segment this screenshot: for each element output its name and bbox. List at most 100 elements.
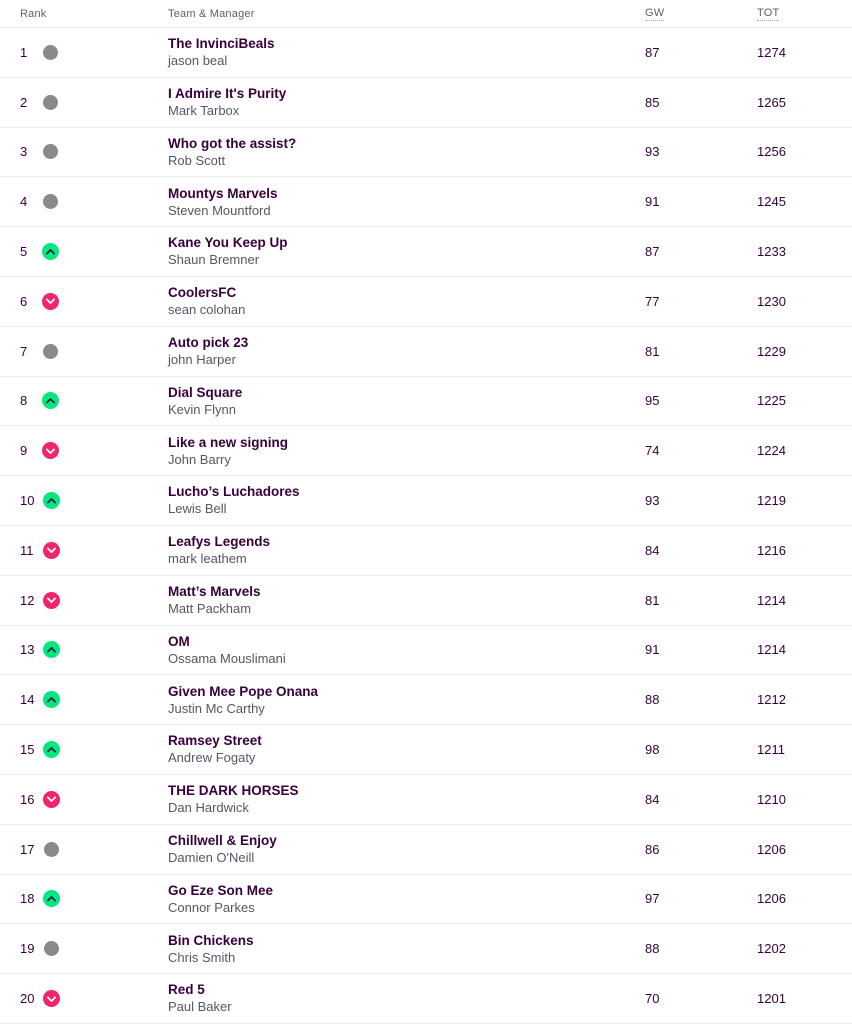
team-cell: Dial Square Kevin Flynn [168, 385, 645, 417]
manager-name: Justin Mc Carthy [168, 700, 265, 716]
team-name[interactable]: OM [168, 633, 190, 649]
total-points: 1201 [757, 991, 786, 1007]
table-row[interactable]: 1 The InvinciBeals jason beal 87 1274 [0, 28, 852, 78]
table-row[interactable]: 5 Kane You Keep Up Shaun Bremner 87 1233 [0, 227, 852, 277]
team-name[interactable]: Matt’s Marvels [168, 584, 261, 600]
team-cell: Who got the assist? Rob Scott [168, 136, 645, 168]
table-row[interactable]: 13 OM Ossama Mouslimani 91 1214 [0, 626, 852, 676]
movement-same-icon [44, 941, 60, 957]
table-row[interactable]: 7 Auto pick 23 john Harper 81 1229 [0, 327, 852, 377]
rank-number: 4 [20, 194, 28, 210]
gw-points: 81 [645, 592, 660, 608]
rank-number: 2 [20, 94, 28, 110]
team-cell: Red 5 Paul Baker [168, 982, 645, 1014]
column-header-team-manager: Team & Manager [168, 7, 255, 20]
rank-cell: 14 [20, 691, 168, 709]
team-name[interactable]: Dial Square [168, 384, 243, 400]
team-cell: Leafys Legends mark leathem [168, 534, 645, 566]
total-points: 1214 [757, 642, 786, 658]
gw-points: 88 [645, 941, 660, 957]
rank-number: 1 [20, 44, 28, 60]
team-name[interactable]: Chillwell & Enjoy [168, 833, 277, 849]
team-cell: Chillwell & Enjoy Damien O'Neill [168, 833, 645, 865]
team-name[interactable]: CoolersFC [168, 285, 237, 301]
team-cell: The InvinciBeals jason beal [168, 36, 645, 68]
team-name[interactable]: Kane You Keep Up [168, 235, 288, 251]
gw-points: 87 [645, 44, 660, 60]
chevron [47, 646, 57, 657]
chevron [45, 248, 56, 259]
total-points: 1224 [757, 443, 786, 459]
team-name[interactable]: I Admire It's Purity [168, 86, 287, 102]
table-row[interactable]: 4 Mountys Marvels Steven Mountford 91 12… [0, 177, 852, 228]
team-name[interactable]: Given Mee Pope Onana [168, 683, 319, 699]
team-name[interactable]: Red 5 [168, 982, 205, 998]
gw-points: 91 [645, 642, 660, 658]
table-row[interactable]: 10 Lucho’s Luchadores Lewis Bell 93 1219 [0, 476, 852, 526]
rank-cell: 1 [20, 44, 168, 61]
rank-number: 11 [20, 542, 34, 558]
rank-cell: 18 [20, 890, 168, 908]
gw-points: 93 [645, 144, 660, 160]
team-name[interactable]: Go Eze Son Mee [168, 882, 274, 898]
table-row[interactable]: 18 Go Eze Son Mee Connor Parkes 97 1206 [0, 875, 852, 925]
table-row[interactable]: 12 Matt’s Marvels Matt Packham 81 1214 [0, 576, 852, 626]
column-header-gw: GW [645, 6, 665, 21]
team-cell: Go Eze Son Mee Connor Parkes [168, 883, 645, 915]
team-name[interactable]: Lucho’s Luchadores [168, 484, 300, 500]
manager-name: john Harper [168, 351, 236, 367]
chevron [46, 543, 56, 554]
manager-name: John Barry [168, 451, 231, 467]
team-name[interactable]: Like a new signing [168, 434, 289, 450]
rank-cell: 20 [20, 990, 168, 1008]
chevron [47, 792, 57, 803]
table-row[interactable]: 8 Dial Square Kevin Flynn 95 1225 [0, 377, 852, 427]
table-row[interactable]: 6 CoolersFC sean colohan 77 1230 [0, 277, 852, 327]
team-cell: Auto pick 23 john Harper [168, 335, 645, 367]
rank-cell: 12 [20, 591, 168, 609]
team-name[interactable]: Mountys Marvels [168, 185, 278, 201]
manager-name: Dan Hardwick [168, 800, 249, 816]
table-row[interactable]: 3 Who got the assist? Rob Scott 93 1256 [0, 128, 852, 178]
team-name[interactable]: Auto pick 23 [168, 335, 249, 351]
movement-same-icon [43, 44, 58, 60]
manager-name: Lewis Bell [168, 501, 227, 517]
total-points: 1216 [757, 542, 786, 558]
rank-number: 3 [20, 144, 28, 160]
table-row[interactable]: 2 I Admire It's Purity Mark Tarbox 85 12… [0, 78, 852, 128]
table-row[interactable]: 20 Red 5 Paul Baker 70 1201 [0, 974, 852, 1024]
movement-same-icon [43, 94, 58, 110]
team-cell: Lucho’s Luchadores Lewis Bell [168, 484, 645, 516]
total-points: 1211 [757, 742, 785, 758]
table-row[interactable]: 9 Like a new signing John Barry 74 1224 [0, 426, 852, 477]
gw-points: 77 [645, 293, 660, 309]
table-row[interactable]: 14 Given Mee Pope Onana Justin Mc Carthy… [0, 675, 852, 726]
table-row[interactable]: 16 THE DARK HORSES Dan Hardwick 84 1210 [0, 775, 852, 825]
team-name[interactable]: Ramsey Street [168, 733, 262, 749]
team-name[interactable]: THE DARK HORSES [168, 783, 299, 799]
movement-down-icon [43, 591, 61, 609]
team-name[interactable]: Leafys Legends [168, 534, 271, 550]
team-name[interactable]: Who got the assist? [168, 135, 297, 151]
team-cell: Given Mee Pope Onana Justin Mc Carthy [168, 684, 645, 716]
table-row[interactable]: 17 Chillwell & Enjoy Damien O'Neill 86 1… [0, 825, 852, 875]
table-row[interactable]: 15 Ramsey Street Andrew Fogaty 98 1211 [0, 725, 852, 775]
chevron [47, 992, 57, 1002]
movement-same-icon [43, 144, 58, 160]
team-name[interactable]: The InvinciBeals [168, 36, 275, 52]
rank-number: 14 [20, 692, 35, 708]
rank-cell: 2 [20, 94, 168, 111]
movement-up-icon [42, 392, 59, 410]
rank-cell: 5 [20, 243, 168, 261]
rank-number: 20 [20, 991, 35, 1007]
table-row[interactable]: 19 Bin Chickens Chris Smith 88 1202 [0, 924, 852, 975]
gw-points: 85 [645, 94, 660, 110]
team-name[interactable]: Bin Chickens [168, 932, 254, 948]
movement-same-icon [43, 194, 58, 210]
chevron [47, 895, 57, 906]
team-cell: Mountys Marvels Steven Mountford [168, 186, 645, 218]
total-points: 1233 [757, 244, 786, 260]
table-row[interactable]: 11 Leafys Legends mark leathem 84 1216 [0, 526, 852, 576]
team-cell: I Admire It's Purity Mark Tarbox [168, 86, 645, 118]
